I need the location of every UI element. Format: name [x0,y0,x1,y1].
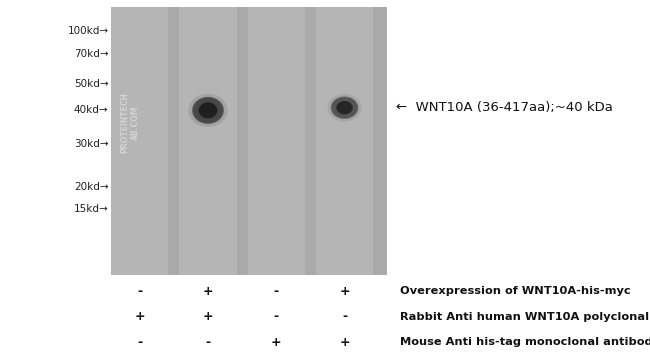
Text: -: - [274,310,279,323]
Bar [248,7,305,275]
Ellipse shape [198,102,218,119]
Text: 15kd→: 15kd→ [74,205,109,215]
Text: -: - [137,285,142,298]
Ellipse shape [199,102,217,118]
Text: 70kd→: 70kd→ [74,49,109,59]
Ellipse shape [337,101,352,114]
Text: Mouse Anti his-tag monoclonal antibody: Mouse Anti his-tag monoclonal antibody [400,337,650,347]
Text: 40kd→: 40kd→ [74,105,109,115]
Bar [179,7,237,275]
Bar [114,7,387,275]
Text: ←  WNT10A (36-417aa);~40 kDa: ← WNT10A (36-417aa);~40 kDa [396,101,614,114]
Text: PROTEINTECH
AB.COM: PROTEINTECH AB.COM [120,92,140,153]
Text: +: + [339,336,350,349]
Text: -: - [137,336,142,349]
Ellipse shape [188,94,228,127]
Bar [316,7,373,275]
Ellipse shape [331,97,358,119]
Text: Overexpression of WNT10A-his-myc: Overexpression of WNT10A-his-myc [400,286,630,296]
Ellipse shape [328,94,361,122]
Text: -: - [274,285,279,298]
Text: +: + [203,310,213,323]
Ellipse shape [332,97,358,118]
Text: -: - [205,336,211,349]
Ellipse shape [194,98,222,123]
Text: -: - [342,310,347,323]
Text: 30kd→: 30kd→ [74,139,109,149]
Ellipse shape [192,97,224,124]
Text: 50kd→: 50kd→ [74,79,109,89]
Text: 20kd→: 20kd→ [74,182,109,192]
Text: 100kd→: 100kd→ [68,26,109,36]
Text: +: + [271,336,281,349]
Text: +: + [135,310,145,323]
Bar [111,7,168,275]
Text: +: + [339,285,350,298]
Ellipse shape [336,101,353,114]
Text: +: + [203,285,213,298]
Text: Rabbit Anti human WNT10A polyclonal antibody: Rabbit Anti human WNT10A polyclonal anti… [400,312,650,322]
